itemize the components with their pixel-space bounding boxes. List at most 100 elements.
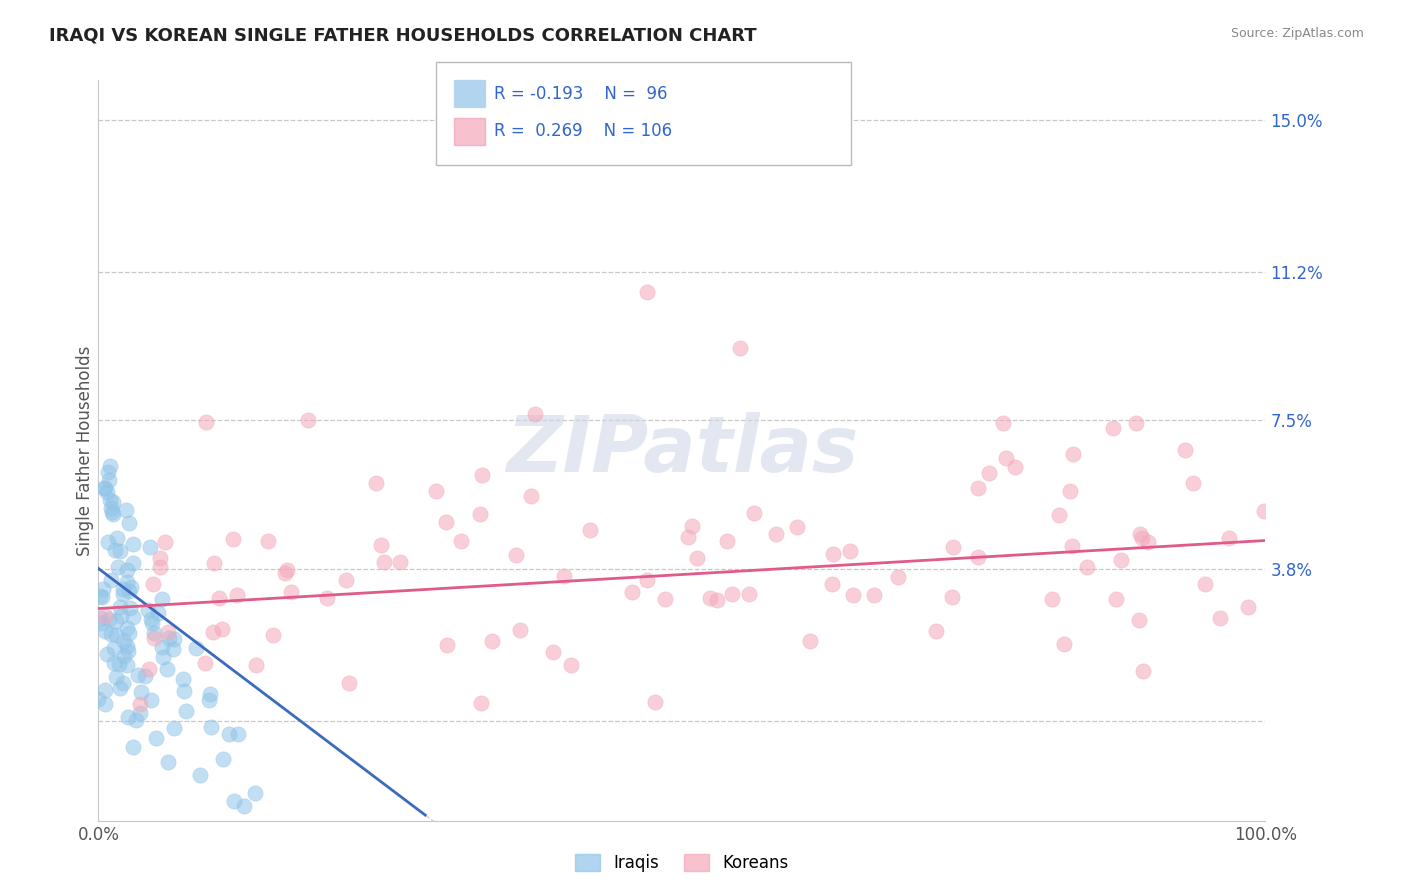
Point [1253, 504, 1275, 518]
Point [115, 563, 138, 577]
Point [115, 620, 138, 634]
Point [436, 639, 458, 653]
Point [1218, 531, 1240, 545]
Point [89, 611, 111, 625]
Point [1182, 476, 1205, 491]
Point [120, 580, 142, 594]
Point [228, 727, 250, 741]
Point [94, 624, 117, 638]
Point [97, 534, 120, 549]
Point [1111, 552, 1133, 566]
Point [280, 585, 302, 599]
Point [481, 634, 503, 648]
Point [720, 587, 742, 601]
Point [150, 591, 173, 606]
Point [373, 555, 395, 569]
Point [195, 415, 218, 429]
Point [699, 591, 721, 605]
Point [232, 798, 254, 813]
Point [100, 501, 122, 516]
Point [155, 535, 177, 549]
Point [117, 644, 139, 658]
Point [98, 459, 121, 474]
Point [108, 544, 131, 558]
Point [115, 639, 138, 653]
Point [370, 538, 392, 552]
Point [122, 740, 145, 755]
Point [389, 556, 412, 570]
Point [98, 493, 121, 508]
Point [863, 588, 886, 602]
Point [90, 616, 112, 631]
Point [1237, 599, 1260, 614]
Point [101, 506, 124, 520]
Point [108, 681, 131, 695]
Point [149, 560, 172, 574]
Point [138, 662, 160, 676]
Point [141, 616, 163, 631]
Text: IRAQI VS KOREAN SINGLE FATHER HOUSEHOLDS CORRELATION CHART: IRAQI VS KOREAN SINGLE FATHER HOUSEHOLDS… [49, 27, 756, 45]
Point [139, 693, 162, 707]
Point [115, 657, 138, 672]
Point [218, 727, 240, 741]
Point [184, 641, 207, 656]
Point [93, 482, 115, 496]
Point [1132, 665, 1154, 679]
Point [142, 576, 165, 591]
Point [315, 591, 337, 605]
Point [276, 563, 298, 577]
Point [198, 692, 221, 706]
Point [553, 569, 575, 583]
Point [1101, 421, 1123, 435]
Point [104, 542, 127, 557]
Point [157, 631, 180, 645]
Point [1059, 484, 1081, 499]
Text: ZIPatlas: ZIPatlas [506, 412, 858, 489]
Point [117, 625, 139, 640]
Point [1076, 560, 1098, 574]
Point [799, 634, 821, 648]
Point [524, 407, 547, 421]
Point [942, 540, 965, 554]
Point [520, 489, 543, 503]
Point [150, 640, 173, 655]
Point [141, 612, 163, 626]
Point [995, 451, 1018, 466]
Point [654, 592, 676, 607]
Point [681, 519, 703, 533]
Point [823, 547, 845, 561]
Point [107, 559, 129, 574]
Point [94, 608, 117, 623]
Point [245, 658, 267, 673]
Point [509, 624, 531, 638]
Point [163, 632, 186, 647]
Point [470, 696, 492, 710]
Point [977, 466, 1000, 480]
Point [100, 573, 122, 587]
Point [274, 566, 297, 580]
Point [1062, 447, 1084, 461]
Point [173, 683, 195, 698]
Point [94, 697, 117, 711]
Point [149, 551, 172, 566]
Point [471, 467, 494, 482]
Point [967, 481, 990, 495]
Point [1053, 637, 1076, 651]
Point [156, 662, 179, 676]
Point [96, 648, 118, 662]
Point [98, 612, 121, 626]
Text: Source: ZipAtlas.com: Source: ZipAtlas.com [1230, 27, 1364, 40]
Point [127, 668, 149, 682]
Point [194, 657, 217, 671]
Text: R = -0.193    N =  96: R = -0.193 N = 96 [494, 85, 666, 103]
Point [450, 533, 472, 548]
Point [162, 642, 184, 657]
Point [152, 649, 174, 664]
Point [122, 556, 145, 570]
Point [117, 574, 139, 589]
Point [105, 531, 128, 545]
Point [124, 713, 146, 727]
Point [139, 541, 162, 555]
Point [225, 588, 247, 602]
Point [841, 588, 863, 602]
